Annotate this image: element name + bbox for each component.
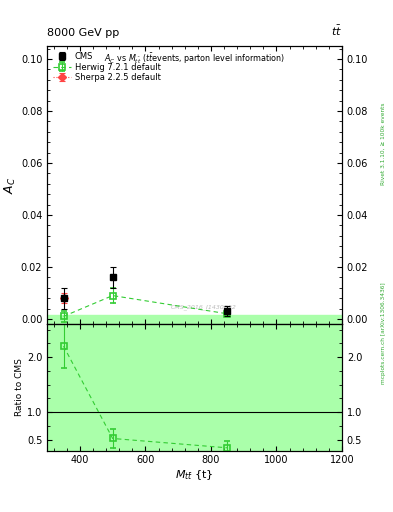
X-axis label: $M_{t\bar{t}}$ {t}: $M_{t\bar{t}}$ {t} xyxy=(175,468,214,482)
Text: $t\bar{t}$: $t\bar{t}$ xyxy=(331,24,342,38)
Text: Rivet 3.1.10, ≥ 100k events: Rivet 3.1.10, ≥ 100k events xyxy=(381,102,386,185)
Y-axis label: Ratio to CMS: Ratio to CMS xyxy=(15,358,24,416)
Y-axis label: $A_C$: $A_C$ xyxy=(3,177,18,194)
Bar xyxy=(47,315,342,324)
Bar xyxy=(47,324,342,451)
Text: 8000 GeV pp: 8000 GeV pp xyxy=(47,28,119,38)
Legend: CMS, Herwig 7.2.1 default, Sherpa 2.2.5 default: CMS, Herwig 7.2.1 default, Sherpa 2.2.5 … xyxy=(50,49,164,86)
Text: $A_C$ vs $M_{t\bar{t}}$ ($t\bar{t}$events, parton level information): $A_C$ vs $M_{t\bar{t}}$ ($t\bar{t}$event… xyxy=(104,52,285,67)
Text: mcplots.cern.ch [arXiv:1306.3436]: mcplots.cern.ch [arXiv:1306.3436] xyxy=(381,282,386,383)
Text: CMS_2016_I1430892: CMS_2016_I1430892 xyxy=(171,305,237,310)
